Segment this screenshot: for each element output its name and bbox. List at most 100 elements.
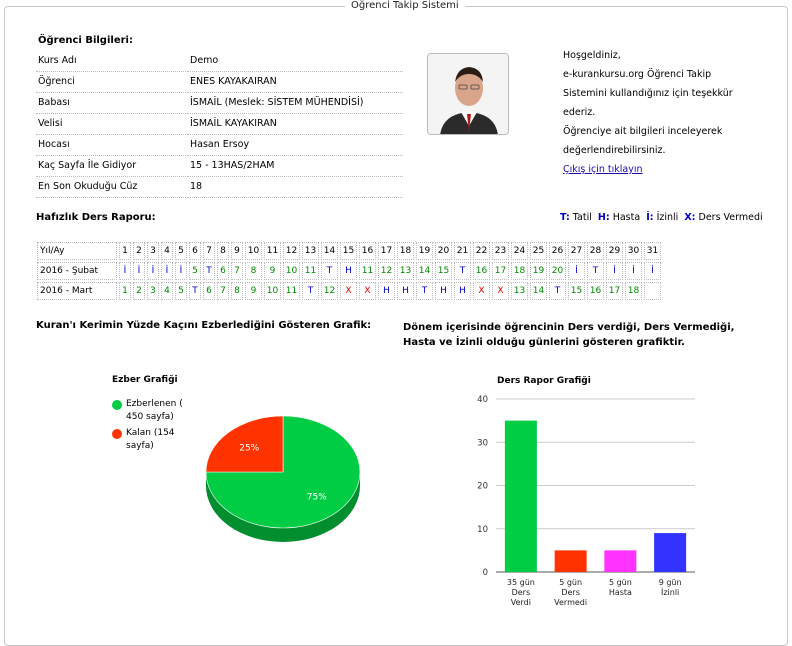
attendance-cell: 5 — [175, 282, 187, 300]
attendance-cell: 19 — [530, 262, 547, 280]
info-value: İSMAİL (Meslek: SİSTEM MÜHENDİSİ) — [188, 92, 403, 114]
attendance-cell: 16 — [587, 282, 604, 300]
info-row: Velisi İSMAİL KAYAKIRAN — [36, 113, 403, 135]
attendance-cell: 9 — [264, 262, 281, 280]
info-row: En Son Okuduğu Cüz 18 — [36, 176, 403, 198]
student-photo — [427, 53, 509, 135]
bar-y-tick-label: 20 — [477, 482, 488, 492]
attendance-row-label: 2016 - Mart — [37, 282, 117, 300]
legend-label-tatil: Tatil — [572, 212, 592, 223]
bar — [604, 550, 637, 572]
attendance-cell: 20 — [549, 262, 566, 280]
info-key: Hocası — [36, 134, 188, 156]
attendance-cell: 15 — [435, 262, 452, 280]
pie-side-wall — [206, 472, 360, 542]
legend-code-tatil: T: — [560, 212, 570, 223]
info-value: İSMAİL KAYAKIRAN — [188, 113, 403, 135]
attendance-cell — [644, 282, 661, 300]
bar-y-tick-label: 40 — [477, 395, 488, 405]
legend-code-izinli: İ: — [646, 212, 654, 223]
attendance-cell: 10 — [264, 282, 281, 300]
attendance-cell: İ — [119, 262, 131, 280]
pie-legend-label: Kalan (154 sayfa) — [126, 428, 175, 451]
attendance-cell: T — [203, 262, 215, 280]
memorization-section-title: Kuran'ı Kerimin Yüzde Kaçını Ezberlediği… — [36, 320, 372, 331]
info-key: Velisi — [36, 113, 188, 135]
day-header: 4 — [161, 242, 173, 260]
day-header: 31 — [644, 242, 661, 260]
bar-category-label: 5 gün — [559, 578, 582, 587]
attendance-cell: İ — [606, 262, 623, 280]
legend-code-vermedi: X: — [684, 212, 696, 223]
attendance-cell: İ — [644, 262, 661, 280]
day-header: 11 — [264, 242, 281, 260]
attendance-cell: H — [435, 282, 452, 300]
report-legend: T: Tatil H: Hasta İ: İzinli X: Ders Verm… — [560, 212, 763, 223]
attendance-cell: X — [340, 282, 357, 300]
bar-category-label: 5 gün — [609, 578, 632, 587]
pie-legend-label: Ezberlenen ( 450 sayfa) — [126, 399, 183, 422]
attendance-cell: İ — [161, 262, 173, 280]
day-header: 29 — [606, 242, 623, 260]
attendance-cell: İ — [568, 262, 585, 280]
day-header: 3 — [147, 242, 159, 260]
info-value: Demo — [188, 50, 403, 72]
bar-category-label: 35 gün — [507, 578, 535, 587]
day-header: 21 — [454, 242, 471, 260]
attendance-cell: 11 — [283, 282, 300, 300]
pie-legend-item: Ezberlenen ( 450 sayfa) — [112, 398, 202, 424]
student-avatar-icon — [428, 54, 508, 134]
day-header: 19 — [416, 242, 433, 260]
bar — [654, 533, 687, 572]
day-header: 1 — [119, 242, 131, 260]
legend-label-hasta: Hasta — [612, 212, 641, 223]
attendance-header-label: Yıl/Ay — [37, 242, 117, 260]
day-header: 8 — [217, 242, 229, 260]
day-header: 12 — [283, 242, 300, 260]
attendance-cell: 9 — [245, 282, 262, 300]
pie-chart: 75% 25% — [205, 415, 361, 542]
info-value: ENES KAYAKAIRAN — [188, 71, 403, 93]
bar-y-tick-label: 10 — [477, 525, 488, 535]
attendance-cell: T — [189, 282, 201, 300]
welcome-message: e-kurankursu.org Öğrenci Takip Sistemini… — [563, 69, 733, 118]
info-row: Babası İSMAİL (Meslek: SİSTEM MÜHENDİSİ) — [36, 92, 403, 114]
attendance-cell: X — [492, 282, 509, 300]
attendance-cell: 3 — [147, 282, 159, 300]
day-header: 16 — [359, 242, 376, 260]
legend-label-izinli: İzinli — [656, 212, 679, 223]
logout-link[interactable]: Çıkış için tıklayın — [563, 164, 643, 175]
info-value: 18 — [188, 176, 403, 198]
bar-y-tick-label: 30 — [477, 438, 488, 448]
day-header: 6 — [189, 242, 201, 260]
attendance-cell: 14 — [416, 262, 433, 280]
attendance-cell: T — [454, 262, 471, 280]
attendance-cell: 8 — [245, 262, 262, 280]
attendance-cell: İ — [133, 262, 145, 280]
red-dot-icon — [112, 429, 122, 439]
legend-label-vermedi: Ders Vermedi — [698, 212, 763, 223]
day-header: 20 — [435, 242, 452, 260]
info-row: Kurs Adı Demo — [36, 50, 403, 72]
green-dot-icon — [112, 400, 122, 410]
info-table: Kurs Adı Demo Öğrenci ENES KAYAKAIRAN Babası… — [36, 50, 403, 198]
pie-legend-item: Kalan (154 sayfa) — [112, 427, 202, 453]
attendance-table: Yıl/Ay 1 2 3 4 5 6 7 8 9 10 11 12 13 14 15 16 17 18 19 20 21 2… — [35, 240, 663, 302]
attendance-row: 2016 - Mart 1 2 3 4 5 T 6 7 8 9 10 11 T 12 X X H H T H H X X 13 1… — [37, 282, 661, 300]
attendance-cell: 18 — [625, 282, 642, 300]
day-header: 14 — [321, 242, 338, 260]
info-row: Öğrenci ENES KAYAKAIRAN — [36, 71, 403, 93]
bar-y-tick-label: 0 — [483, 568, 488, 578]
legend-code-hasta: H: — [597, 212, 610, 223]
info-key: Kaç Sayfa İle Gidiyor — [36, 155, 188, 177]
bar-category-label: 9 gün — [659, 578, 682, 587]
attendance-cell: 11 — [302, 262, 319, 280]
attendance-cell: 13 — [397, 262, 414, 280]
attendance-cell: H — [397, 282, 414, 300]
info-key: Öğrenci — [36, 71, 188, 93]
info-key: En Son Okuduğu Cüz — [36, 176, 188, 198]
day-header: 10 — [245, 242, 262, 260]
day-header: 24 — [511, 242, 528, 260]
attendance-cell: 7 — [217, 282, 229, 300]
pie-slice — [205, 415, 361, 529]
